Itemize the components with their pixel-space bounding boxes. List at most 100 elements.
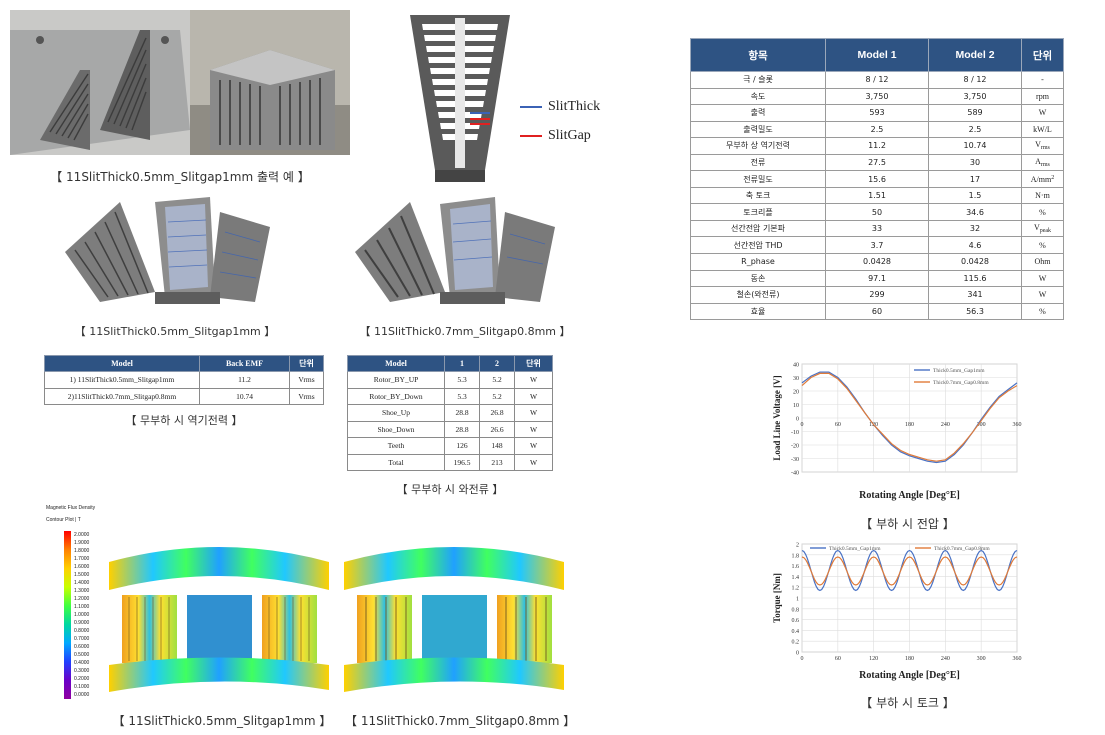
- x-tick-label: 300: [977, 656, 986, 662]
- emf-model: 2)11SlitThick0.7mm_Slitgap0.8mm: [44, 387, 200, 405]
- spec-cell-unit: %: [1021, 302, 1064, 321]
- y-tick-label: 0: [796, 417, 799, 423]
- contour-legend-value: 0.6000: [74, 644, 90, 650]
- table-row: Rotor_BY_Down 5.3 5.2 W: [347, 387, 553, 405]
- spec-cell-unit: Arms: [1021, 153, 1064, 172]
- x-tick-label: 60: [835, 656, 841, 662]
- x-tick-label: 0: [801, 422, 804, 428]
- y-tick-label: -10: [791, 430, 799, 436]
- contour-legend-value: 0.2000: [74, 676, 90, 682]
- contour-plot-model-a: [109, 547, 329, 692]
- x-tick-label: 300: [977, 422, 986, 428]
- y-tick-label: 40: [793, 363, 799, 369]
- spec-cell-m1: 11.2: [825, 137, 929, 155]
- table-row: 축 토크 1.51 1.5 N·m: [690, 186, 1064, 205]
- printed-part-photo-1: [10, 10, 190, 155]
- eddy-cell-v2: 5.2: [479, 371, 515, 389]
- eddy-header-1: 1: [444, 355, 480, 372]
- eddy-cell-v2: 26.6: [479, 420, 515, 438]
- contour-legend-value: 1.2000: [74, 596, 90, 602]
- y-tick-label: 2: [796, 543, 799, 549]
- contour-legend-title: Magnetic Flux Density: [46, 505, 96, 511]
- spec-cell-unit: rpm: [1021, 87, 1064, 106]
- y-tick-label: 0.2: [792, 640, 800, 646]
- y-tick-label: 30: [793, 376, 799, 382]
- spec-unit-subscript: rms: [1040, 162, 1050, 168]
- spec-cell-m2: 1.5: [928, 186, 1022, 205]
- y-tick-label: 0.8: [792, 607, 800, 613]
- spec-header-item: 항목: [690, 38, 826, 72]
- series-line-2: [801, 556, 1018, 586]
- spec-cell-m1: 3,750: [825, 87, 929, 106]
- contour-legend-value: 0.1000: [74, 684, 90, 690]
- table-row: 전류밀도 15.6 17 A/mm2: [690, 170, 1064, 188]
- spec-cell-m1: 60: [825, 302, 929, 321]
- contour-legend-value: 1.4000: [74, 580, 90, 586]
- table-row: Teeth 126 148 W: [347, 437, 553, 455]
- spec-cell-m2: 56.3: [928, 302, 1022, 321]
- contour-legend-value: 0.3000: [74, 668, 90, 674]
- model-a-3d-render: [65, 197, 270, 304]
- slit-legend: SlitThick SlitGap: [520, 97, 620, 146]
- spec-cell-m1: 50: [825, 203, 929, 221]
- spec-cell-m1: 27.5: [825, 153, 929, 172]
- x-tick-label: 360: [1013, 422, 1022, 428]
- x-axis-label: Rotating Angle [Deg°E]: [859, 670, 960, 681]
- spec-cell-unit: Vpeak: [1021, 219, 1064, 238]
- y-tick-label: -20: [791, 444, 799, 450]
- emf-value: 11.2: [199, 371, 290, 389]
- emf-unit: Vrms: [289, 371, 324, 389]
- spec-cell-item: 속도: [690, 87, 826, 106]
- slit-tooth-diagram: [410, 15, 510, 182]
- torque-caption: 【 부하 시 토크 】: [860, 696, 955, 710]
- spec-cell-m2: 3,750: [928, 87, 1022, 106]
- table-row: 토크리플 50 34.6%: [690, 203, 1064, 221]
- contour-legend-value: 0.7000: [74, 636, 90, 642]
- model-b-caption: 【 11SlitThick0.7mm_Slitgap0.8mm 】: [359, 325, 571, 338]
- spec-cell-item: 선간전압 THD: [690, 236, 826, 255]
- eddy-caption: 【 무부하 시 와전류 】: [396, 483, 504, 496]
- x-tick-label: 360: [1013, 656, 1022, 662]
- y-axis-label: Load Line Voltage [V]: [772, 375, 782, 460]
- contour-legend-subtitle: Contour Plot | T: [46, 517, 81, 523]
- x-tick-label: 60: [835, 422, 841, 428]
- series-line-1: [801, 549, 1018, 592]
- spec-cell-item: 축 토크: [690, 186, 826, 205]
- slit-gap-swatch: [520, 135, 542, 137]
- spec-cell-m1: 2.5: [825, 120, 929, 139]
- y-tick-label: 0.4: [792, 629, 800, 635]
- spec-cell-item: 토크리플: [690, 203, 826, 221]
- legend-label-2: Thick0.7mm_Gap0.8mm: [933, 380, 989, 386]
- spec-unit-text: %: [1039, 306, 1046, 316]
- contour-legend-value: 1.1000: [74, 604, 90, 610]
- contour-legend-value: 0.0000: [74, 692, 90, 698]
- spec-cell-item: 선간전압 기본파: [690, 219, 826, 238]
- printed-part-photo-2: [190, 10, 350, 155]
- spec-cell-m2: 17: [928, 170, 1022, 188]
- spec-header-model2: Model 2: [928, 38, 1022, 72]
- spec-cell-m1: 33: [825, 219, 929, 238]
- x-axis-label: Rotating Angle [Deg°E]: [859, 490, 960, 501]
- contour-legend-value: 1.5000: [74, 572, 90, 578]
- contour-legend-value: 0.8000: [74, 628, 90, 634]
- spec-cell-m2: 34.6: [928, 203, 1022, 221]
- spec-unit-text: Ohm: [1034, 257, 1051, 267]
- table-row: Shoe_Up 28.8 26.8 W: [347, 404, 553, 422]
- spec-comparison-table: 항목 Model 1 Model 2 단위 극 / 슬롯 8 / 12 8 / 12…: [690, 38, 1064, 321]
- table-row: 선간전압 기본파 33 32 Vpeak: [690, 219, 1064, 238]
- emf-value: 10.74: [199, 387, 290, 405]
- slit-thick-swatch: [520, 106, 542, 108]
- eddy-cell-v2: 26.8: [479, 404, 515, 422]
- back-emf-table: Model Back EMF 단위 1) 11SlitThick0.5mm_Sl…: [44, 355, 324, 405]
- spec-cell-m1: 15.6: [825, 170, 929, 188]
- spec-cell-item: 출력: [690, 104, 826, 122]
- spec-cell-unit: kW/L: [1021, 120, 1064, 139]
- eddy-cell-v1: 5.3: [444, 387, 480, 405]
- spec-cell-item: 극 / 슬롯: [690, 71, 826, 89]
- y-tick-label: 1.6: [792, 564, 800, 570]
- series-line-2: [801, 372, 1018, 462]
- eddy-cell-model: Total: [347, 453, 445, 471]
- spec-cell-item: R_phase: [690, 253, 826, 271]
- y-tick-label: 0: [796, 651, 799, 657]
